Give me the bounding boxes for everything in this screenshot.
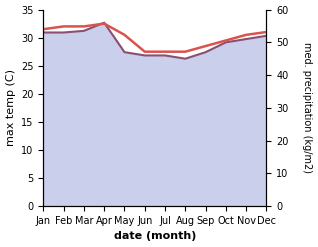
Y-axis label: max temp (C): max temp (C) bbox=[5, 69, 16, 146]
X-axis label: date (month): date (month) bbox=[114, 231, 196, 242]
Y-axis label: med. precipitation (kg/m2): med. precipitation (kg/m2) bbox=[302, 42, 313, 173]
